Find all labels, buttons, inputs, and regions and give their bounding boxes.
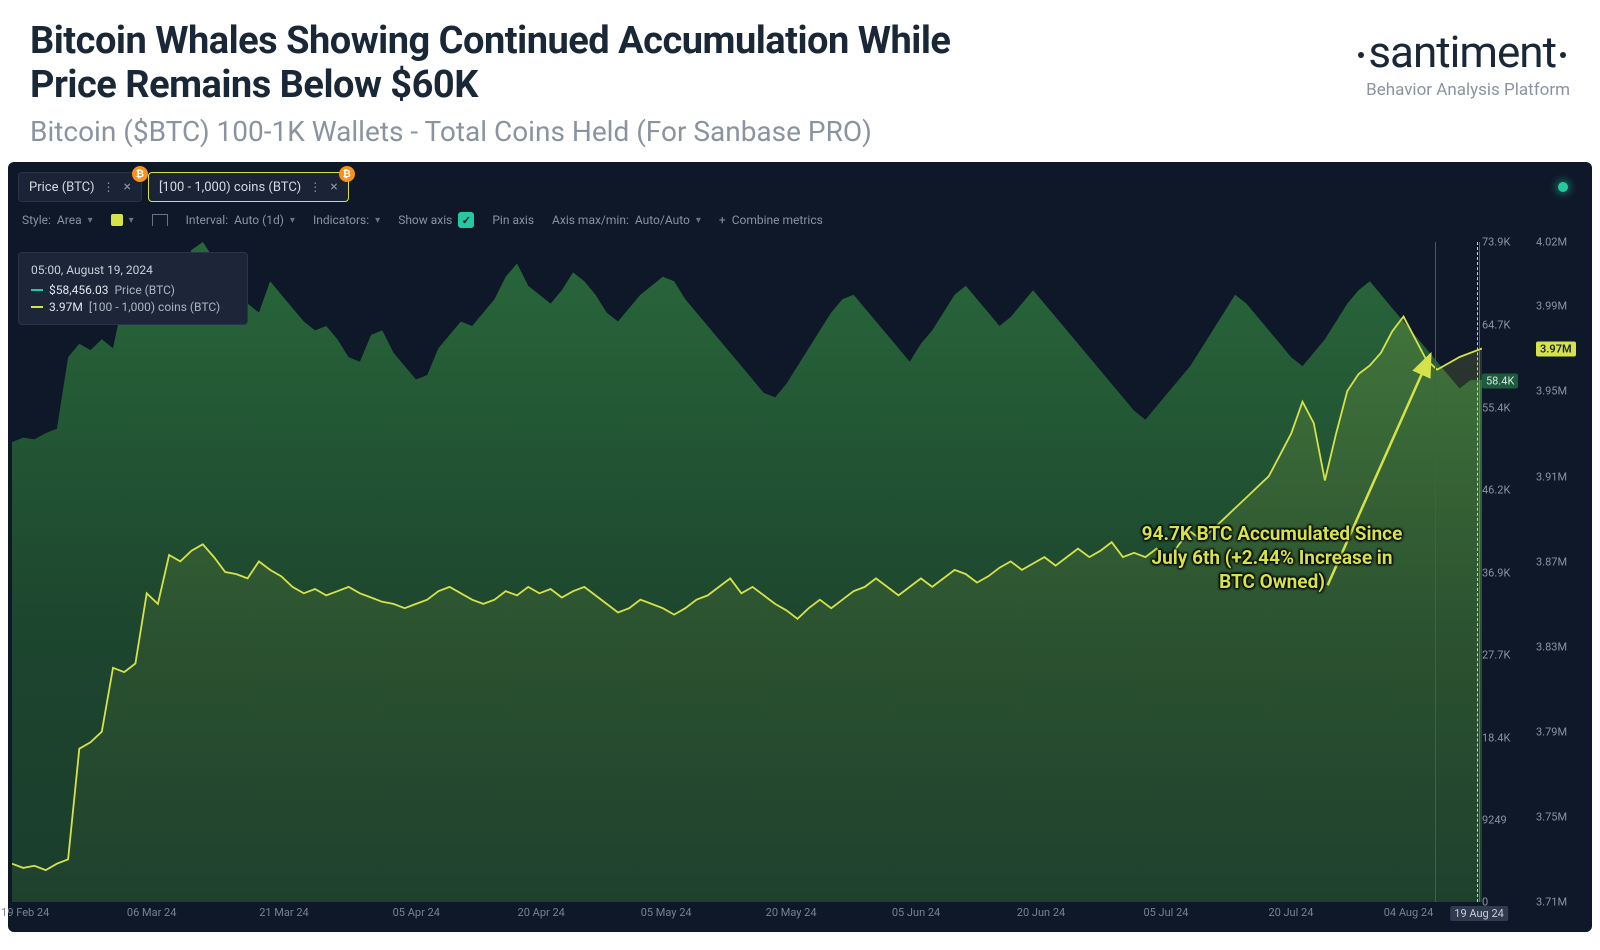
header-text: Bitcoin Whales Showing Continued Accumul…	[30, 20, 1030, 148]
tooltip-datetime: 05:00, August 19, 2024	[31, 263, 235, 277]
metric-tab-price[interactable]: Price (BTC) ⋮ × ₿	[18, 172, 142, 202]
chart-annotation: 94.7K BTC Accumulated Since July 6th (+2…	[1132, 522, 1412, 593]
y-tick-label: 3.83M	[1536, 640, 1567, 653]
metric-tab-coins[interactable]: [100 - 1,000) coins (BTC) ⋮ × ₿	[148, 172, 349, 202]
y-tick-label: 9249	[1482, 813, 1507, 826]
brand-name: santiment	[1354, 30, 1570, 74]
indicators-selector[interactable]: Indicators: ▾	[313, 213, 380, 227]
y-tick-label: 18.4K	[1482, 732, 1510, 745]
chevron-down-icon: ▾	[375, 215, 380, 226]
y-tick-label: 55.4K	[1482, 401, 1510, 414]
x-tick-label: 20 Jul 24	[1268, 906, 1313, 919]
cursor-vertical-line	[1435, 242, 1436, 902]
btc-badge-icon: ₿	[132, 166, 148, 182]
show-axis-toggle[interactable]: Show axis ✓	[398, 212, 474, 228]
y-axis-price: 73.9K64.7K58.4K55.4K46.2K36.9K27.7K18.4K…	[1482, 242, 1532, 902]
y-axis-coins: 4.02M3.99M3.97M3.95M3.91M3.87M3.83M3.79M…	[1536, 242, 1586, 902]
y-tick-label: 3.97M	[1536, 341, 1576, 356]
pin-axis-button[interactable]: Pin axis	[492, 213, 534, 227]
series-color-icon	[31, 289, 43, 291]
live-indicator-icon	[1558, 182, 1568, 192]
close-icon[interactable]: ×	[123, 179, 130, 195]
x-tick-label: 19 Aug 24	[1450, 906, 1508, 921]
close-icon[interactable]: ×	[330, 179, 337, 195]
brand-tagline: Behavior Analysis Platform	[1354, 80, 1570, 100]
y-tick-label: 4.02M	[1536, 236, 1567, 249]
cursor-vertical-line	[1477, 242, 1478, 902]
x-tick-label: 21 Mar 24	[259, 906, 309, 919]
y-tick-label: 73.9K	[1482, 236, 1510, 249]
tab-menu-icon[interactable]: ⋮	[102, 180, 115, 194]
x-axis: 19 Feb 2406 Mar 2421 Mar 2405 Apr 2420 A…	[12, 906, 1482, 926]
tab-menu-icon[interactable]: ⋮	[309, 180, 322, 194]
interval-selector[interactable]: Interval: Auto (1d) ▾	[186, 213, 295, 227]
y-tick-label: 3.79M	[1536, 726, 1567, 739]
tab-label: [100 - 1,000) coins (BTC)	[159, 180, 301, 195]
style-selector[interactable]: Style: Area ▾	[22, 213, 93, 227]
chart-toolbar: Style: Area ▾ ▾ Interval: Auto (1d) ▾ In…	[8, 208, 1592, 238]
area-toggle[interactable]	[152, 214, 168, 226]
y-tick-label: 3.95M	[1536, 385, 1567, 398]
color-swatch-icon	[111, 214, 123, 226]
axis-separator	[1479, 242, 1480, 902]
y-tick-label: 3.87M	[1536, 555, 1567, 568]
x-tick-label: 04 Aug 24	[1384, 906, 1434, 919]
tooltip-row: $58,456.03 Price (BTC)	[31, 283, 235, 297]
plus-icon: +	[719, 213, 726, 227]
page-title: Bitcoin Whales Showing Continued Accumul…	[30, 20, 1030, 107]
y-tick-label: 3.91M	[1536, 470, 1567, 483]
tab-label: Price (BTC)	[29, 180, 94, 195]
x-tick-label: 05 Jun 24	[892, 906, 940, 919]
y-tick-label: 64.7K	[1482, 318, 1510, 331]
axis-minmax-selector[interactable]: Axis max/min: Auto/Auto ▾	[552, 213, 701, 227]
color-picker[interactable]: ▾	[111, 214, 134, 226]
chart-panel: Price (BTC) ⋮ × ₿ [100 - 1,000) coins (B…	[8, 162, 1592, 932]
metric-tabs: Price (BTC) ⋮ × ₿ [100 - 1,000) coins (B…	[8, 162, 1592, 208]
y-tick-label: 3.71M	[1536, 896, 1567, 909]
chevron-down-icon: ▾	[129, 215, 134, 226]
y-tick-label: 27.7K	[1482, 648, 1510, 661]
page-header: Bitcoin Whales Showing Continued Accumul…	[0, 0, 1600, 162]
chevron-down-icon: ▾	[696, 215, 701, 226]
x-tick-label: 20 May 24	[766, 906, 817, 919]
combine-metrics-button[interactable]: + Combine metrics	[719, 213, 823, 227]
x-tick-label: 05 Jul 24	[1143, 906, 1188, 919]
page-subtitle: Bitcoin ($BTC) 100-1K Wallets - Total Co…	[30, 115, 1030, 148]
hover-tooltip: 05:00, August 19, 2024 $58,456.03 Price …	[18, 252, 248, 325]
tooltip-row: 3.97M [100 - 1,000) coins (BTC)	[31, 300, 235, 314]
y-tick-label: 36.9K	[1482, 566, 1510, 579]
checkbox-checked-icon: ✓	[458, 212, 474, 228]
area-chart-icon	[152, 214, 168, 226]
y-tick-label: 46.2K	[1482, 483, 1510, 496]
btc-badge-icon: ₿	[339, 166, 355, 182]
x-tick-label: 19 Feb 24	[1, 906, 49, 919]
x-tick-label: 05 Apr 24	[393, 906, 440, 919]
x-tick-label: 06 Mar 24	[127, 906, 177, 919]
series-color-icon	[31, 306, 43, 308]
brand-block: santiment Behavior Analysis Platform	[1354, 30, 1570, 100]
x-tick-label: 20 Jun 24	[1017, 906, 1065, 919]
chevron-down-icon: ▾	[88, 215, 93, 226]
x-tick-label: 20 Apr 24	[518, 906, 565, 919]
chevron-down-icon: ▾	[290, 215, 295, 226]
y-tick-label: 3.99M	[1536, 300, 1567, 313]
y-tick-label: 3.75M	[1536, 811, 1567, 824]
y-tick-label: 58.4K	[1482, 373, 1518, 388]
x-tick-label: 05 May 24	[641, 906, 692, 919]
